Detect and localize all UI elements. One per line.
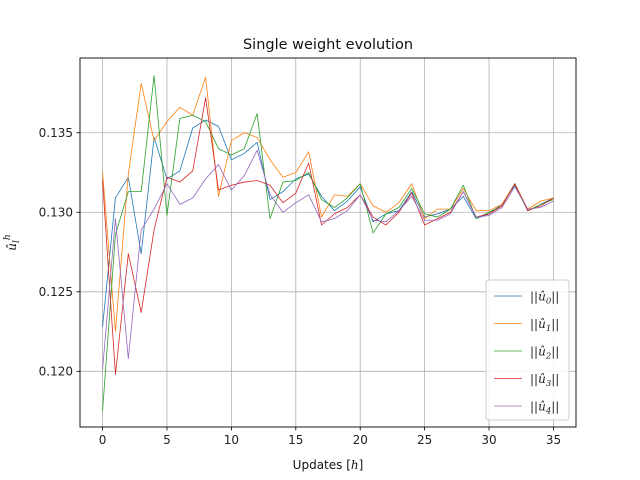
x-tick-label: 35 xyxy=(546,433,561,447)
y-tick-label: 0.135 xyxy=(39,126,73,140)
x-tick-label: 0 xyxy=(99,433,107,447)
y-tick-label: 0.130 xyxy=(39,206,73,220)
x-tick-label: 30 xyxy=(481,433,496,447)
ticks: 0 5 10 15 20 25 30 35 0.120 0.125 0.130 0.135 xyxy=(39,126,561,447)
legend: ||û0|| ||û1|| ||û2|| ||û3|| ||û4|| xyxy=(485,279,570,421)
legend-entry: ||û2|| xyxy=(530,345,559,362)
series-line-u1 xyxy=(102,76,554,332)
series-line-u4 xyxy=(102,149,554,370)
y-tick-label: 0.125 xyxy=(39,285,73,299)
series-line-u2 xyxy=(102,75,554,412)
legend-entry: ||û3|| xyxy=(530,372,559,389)
legend-entry: ||û0|| xyxy=(530,290,559,307)
series-layer xyxy=(102,75,554,412)
x-tick-label: 25 xyxy=(417,433,432,447)
y-axis-label: ûlh xyxy=(3,234,22,250)
chart-title: Single weight evolution xyxy=(243,37,413,53)
plot-frame xyxy=(79,57,577,428)
x-axis-label: Updates [h] xyxy=(293,458,364,472)
legend-box xyxy=(485,279,570,421)
x-tick-label: 10 xyxy=(224,433,239,447)
x-tick-label: 5 xyxy=(163,433,171,447)
y-tick-label: 0.120 xyxy=(39,365,73,379)
x-tick-label: 15 xyxy=(288,433,303,447)
legend-entry: ||û4|| xyxy=(530,400,559,417)
legend-entry: ||û1|| xyxy=(530,317,559,334)
x-tick-label: 20 xyxy=(353,433,368,447)
